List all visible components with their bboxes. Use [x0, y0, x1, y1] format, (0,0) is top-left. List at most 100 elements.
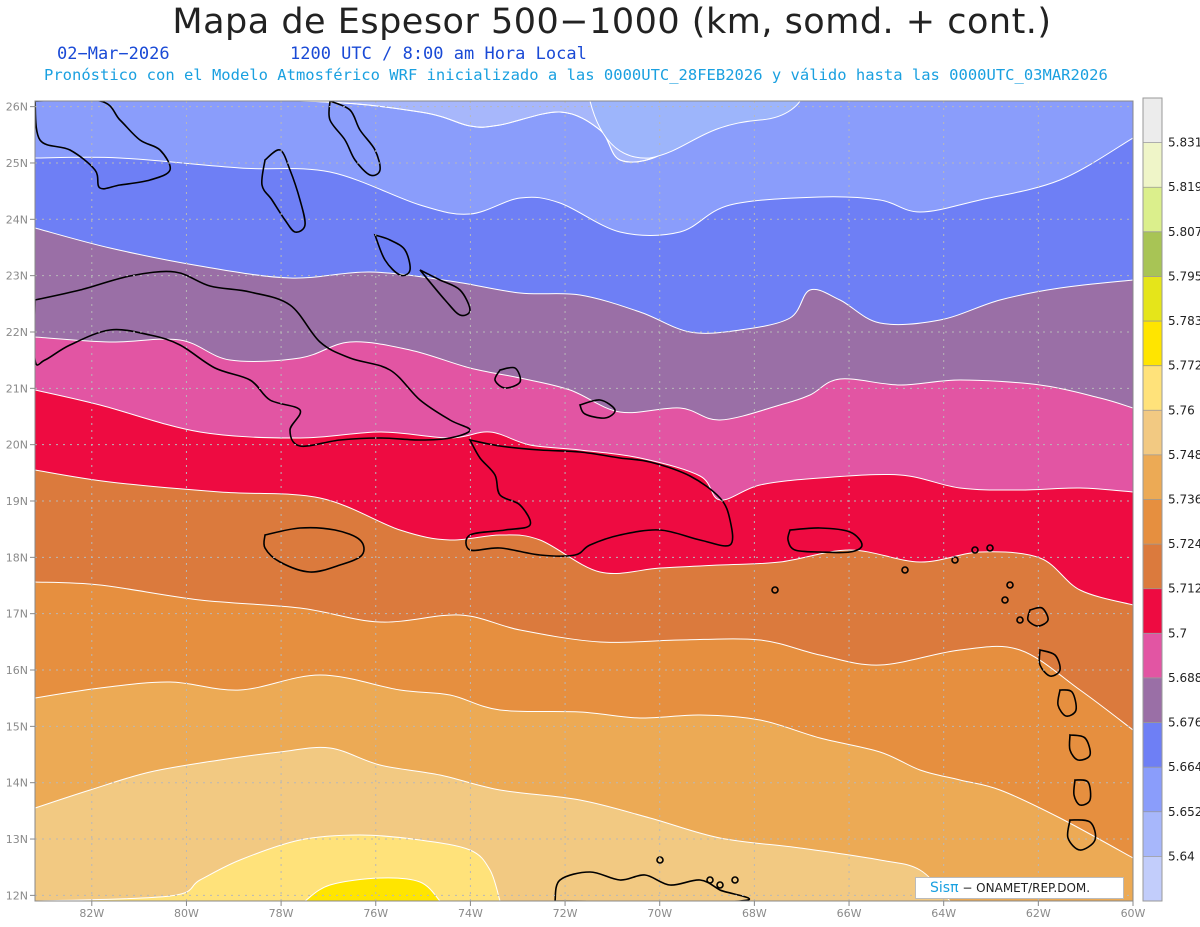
islet-10 [706, 876, 714, 884]
colorbar-label-10: 5.76 [1168, 403, 1195, 417]
lat-label-14: 26N [6, 101, 28, 114]
lat-label-11: 23N [6, 270, 28, 283]
lat-label-12: 24N [6, 213, 28, 226]
lon-label-6: 70W [647, 907, 672, 920]
colorbar-swatch-8 [1143, 499, 1162, 545]
colorbar-label-14: 5.807 [1168, 225, 1200, 239]
lon-label-3: 76W [363, 907, 388, 920]
lat-label-5: 17N [6, 608, 28, 621]
credit-box: Sisπ − ONAMET/REP.DOM. [915, 877, 1124, 899]
model-info: Pronóstico con el Modelo Atmosférico WRF… [44, 66, 1108, 84]
colorbar-label-2: 5.664 [1168, 760, 1200, 774]
lat-label-0: 12N [6, 889, 28, 902]
colorbar-swatch-4 [1143, 677, 1162, 723]
colorbar-swatch-10 [1143, 410, 1162, 455]
lat-label-8: 20N [6, 439, 28, 452]
colorbar-label-0: 5.64 [1168, 849, 1195, 863]
contour-line-7 [35, 581, 1133, 731]
colorbar-label-7: 5.724 [1168, 537, 1200, 551]
lat-label-13: 25N [6, 157, 28, 170]
coast-abaco [328, 101, 381, 177]
coast-jamaica [263, 526, 365, 573]
islet-4 [986, 544, 994, 552]
colorbar-label-9: 5.748 [1168, 448, 1200, 462]
coastlines [35, 101, 1097, 901]
contour-line-2 [35, 137, 1133, 236]
contour-line-5 [35, 389, 1133, 501]
colorbar-label-6: 5.712 [1168, 582, 1200, 596]
contour-line-11 [304, 877, 441, 901]
lon-label-11: 60W [1121, 907, 1146, 920]
colorbar-swatch-6 [1143, 588, 1162, 634]
colorbar-swatch-0 [1143, 856, 1162, 901]
colorbar: 5.64 5.652 5.664 5.676 5.688 5.7 5.712 5.724 5.7… [1142, 97, 1200, 902]
forecast-time: 1200 UTC / 8:00 am Hora Local [290, 44, 587, 64]
colorbar-label-16: 5.831 [1168, 136, 1200, 150]
lon-label-0: 82W [79, 907, 104, 920]
colorbar-label-12: 5.783 [1168, 314, 1200, 328]
lat-label-6: 18N [6, 551, 28, 564]
colorbar-swatch-9 [1143, 454, 1162, 500]
colorbar-label-15: 5.819 [1168, 180, 1200, 194]
latitude-axis: 12N 13N 14N 15N 16N 17N 18N 19N 20N 21N 22N 23N 24N 2… [6, 101, 35, 902]
colorbar-label-4: 5.688 [1168, 671, 1200, 685]
islet-3 [971, 546, 979, 554]
coast-long-island [419, 269, 471, 317]
islet-8 [951, 556, 959, 564]
coast-inagua [494, 366, 522, 389]
brand-logo-text: Sisπ [930, 880, 959, 896]
colorbar-swatch-7 [1143, 544, 1162, 589]
coast-eleuthera [373, 233, 411, 277]
coast-lesser-antilles-3 [1068, 734, 1092, 761]
lat-label-1: 13N [6, 833, 28, 846]
islet-5 [1006, 581, 1014, 589]
coast-hispaniola [465, 438, 734, 557]
lon-label-10: 62W [1026, 907, 1051, 920]
lon-label-2: 78W [269, 907, 294, 920]
colorbar-swatch-16 [1143, 142, 1162, 188]
coast-turks [578, 399, 616, 419]
band-5.652 [35, 101, 1133, 163]
coast-andros [260, 149, 306, 233]
colorbar-label-11: 5.772 [1168, 359, 1200, 373]
coast-lesser-antilles-1 [1038, 648, 1061, 677]
coast-trinidad [1066, 819, 1097, 851]
colorbar-swatch-15 [1143, 187, 1162, 232]
coast-lesser-antilles-2 [1056, 689, 1078, 717]
lon-label-4: 74W [458, 907, 483, 920]
coast-florida [35, 101, 172, 190]
colorbar-label-1: 5.652 [1168, 805, 1200, 819]
longitude-axis: 82W 80W 78W 76W 74W 72W 70W 68W 66W 64W 62W 60W [79, 901, 1146, 920]
contour-line-3 [35, 227, 1133, 334]
islet-2 [1001, 596, 1009, 604]
credit-text: − ONAMET/REP.DOM. [958, 881, 1091, 895]
lat-label-2: 14N [6, 777, 28, 790]
lon-label-1: 80W [174, 907, 199, 920]
lon-label-7: 68W [742, 907, 767, 920]
colorbar-label-8: 5.736 [1168, 493, 1200, 507]
islet-11 [731, 876, 739, 884]
colorbar-swatch-12 [1143, 321, 1162, 366]
coast-guadeloupe [1026, 606, 1049, 627]
contour-line-6 [35, 469, 1133, 606]
contour-line-9 [35, 746, 951, 901]
colorbar-label-13: 5.795 [1168, 269, 1200, 283]
colorbar-label-5: 5.7 [1168, 626, 1187, 640]
contour-line-4 [35, 336, 1133, 421]
thickness-bands [35, 101, 1133, 901]
forecast-date: 02−Mar−2026 [57, 44, 170, 64]
islet-6 [771, 586, 779, 594]
coast-puerto-rico [787, 527, 863, 554]
colorbar-swatch-5 [1143, 633, 1162, 678]
colorbar-swatch-11 [1143, 365, 1162, 411]
lat-label-7: 19N [6, 495, 28, 508]
lon-label-9: 64W [931, 907, 956, 920]
lat-label-9: 21N [6, 382, 28, 395]
islet-7 [901, 566, 909, 574]
lon-label-5: 72W [553, 907, 578, 920]
colorbar-swatch-17 [1143, 98, 1162, 143]
colorbar-swatch-1 [1143, 811, 1162, 857]
lat-label-4: 16N [6, 664, 28, 677]
coast-lesser-antilles-4 [1072, 779, 1092, 806]
colorbar-label-3: 5.676 [1168, 716, 1200, 730]
